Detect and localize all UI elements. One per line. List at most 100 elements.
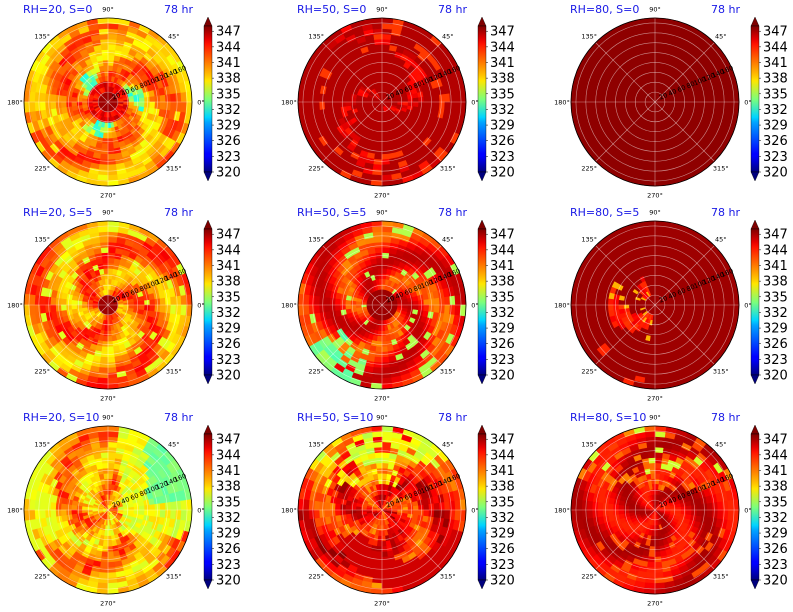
heatmap-cell xyxy=(99,361,109,369)
heatmap-cell xyxy=(647,43,656,51)
heatmap-cell xyxy=(107,267,114,275)
colorbar-tick-label: 329 xyxy=(490,322,515,337)
heatmap-cell xyxy=(107,241,117,249)
colorbar-min-arrow xyxy=(203,171,213,182)
heatmap-cell xyxy=(670,304,677,309)
heatmap-cell xyxy=(680,101,687,107)
colorbar-tick-label: 338 xyxy=(216,72,241,87)
heatmap-cell xyxy=(654,278,659,285)
colorbar-tick-label: 326 xyxy=(216,134,241,149)
heatmap-cell xyxy=(334,304,341,312)
angular-gridline xyxy=(107,101,168,162)
heatmap-cell xyxy=(575,101,583,113)
heatmap-cell xyxy=(628,98,635,103)
heatmap-cell xyxy=(381,22,393,30)
heatmap-cell xyxy=(381,38,391,46)
angular-tick-label: 315° xyxy=(166,164,182,172)
angular-tick-label: 45° xyxy=(715,236,727,244)
heatmap-cell xyxy=(379,112,383,119)
heatmap-cell xyxy=(98,236,109,243)
heatmap-cell xyxy=(706,297,714,306)
angular-tick-label: 0° xyxy=(744,99,751,107)
heatmap-cell xyxy=(717,295,724,306)
colorbar-tick-label: 338 xyxy=(490,72,515,87)
angular-tick-label: 270° xyxy=(100,192,116,200)
heatmap-cell xyxy=(381,273,387,280)
heatmap-cell xyxy=(377,330,383,337)
heatmap-cell xyxy=(651,117,656,124)
heatmap-cell xyxy=(696,101,703,109)
colorbar-tick-label: 338 xyxy=(763,275,788,290)
heatmap-cell xyxy=(381,143,389,150)
heatmap-cell xyxy=(334,298,341,306)
heatmap-cell xyxy=(586,101,593,112)
polar-grid xyxy=(298,18,466,186)
heatmap-cell xyxy=(596,297,604,306)
heatmap-cell xyxy=(97,174,109,182)
heatmap-cell xyxy=(381,288,385,295)
polar-grid xyxy=(298,221,466,389)
colorbar-tick-label: 338 xyxy=(216,275,241,290)
heatmap-cell xyxy=(107,22,119,30)
heatmap-cell xyxy=(412,101,420,108)
heatmap-cell xyxy=(650,127,656,134)
heatmap-cell xyxy=(107,246,116,254)
heatmap-cell xyxy=(381,43,390,51)
radial-tick-label: 60 xyxy=(129,84,140,95)
colorbar-max-arrow xyxy=(203,16,213,27)
angular-tick-label: 225° xyxy=(34,164,50,172)
heatmap-cell xyxy=(717,304,724,315)
heatmap-cell xyxy=(654,43,663,51)
colorbar-tick-label: 320 xyxy=(216,369,241,384)
colorbar-tick-label: 323 xyxy=(490,150,515,165)
heatmap-cell xyxy=(392,304,399,308)
heatmap-cell xyxy=(373,158,383,166)
heatmap-cell xyxy=(654,64,661,72)
heatmap-cell xyxy=(149,95,156,103)
panel-title-right: 78 hr xyxy=(711,3,740,16)
colorbar-tick-label: 323 xyxy=(763,150,788,165)
heatmap-cell xyxy=(654,174,666,182)
heatmap-cell xyxy=(645,33,656,40)
heatmap-cell xyxy=(323,297,331,306)
heatmap-cell xyxy=(444,101,451,112)
colorbar-tick-label: 341 xyxy=(763,259,788,274)
heatmap-cell xyxy=(648,143,656,150)
heatmap-cell xyxy=(107,288,111,295)
heatmap-cell xyxy=(376,335,383,343)
colorbar-tick-label: 344 xyxy=(216,243,241,258)
heatmap-cell xyxy=(373,241,383,249)
heatmap-cell xyxy=(381,346,389,353)
heatmap-cell xyxy=(123,304,130,309)
heatmap-cell xyxy=(647,153,656,161)
heatmap-cell xyxy=(717,101,724,112)
heatmap-cell xyxy=(374,153,383,161)
heatmap-cell xyxy=(118,101,125,105)
heatmap-cell xyxy=(651,122,656,129)
heatmap-cell xyxy=(381,257,389,264)
heatmap-cell xyxy=(654,367,665,374)
heatmap-cell xyxy=(623,300,630,306)
heatmap-cell xyxy=(170,101,177,112)
heatmap-cell xyxy=(365,99,372,103)
heatmap-cell xyxy=(97,22,109,30)
heatmap-cell xyxy=(650,330,656,337)
heatmap-cell xyxy=(381,283,386,290)
angular-tick-label: 180° xyxy=(281,302,297,310)
angular-tick-label: 0° xyxy=(744,302,751,310)
colorbar-tick-label: 338 xyxy=(490,275,515,290)
heatmap-cell xyxy=(70,299,78,306)
heatmap-cell xyxy=(60,298,67,306)
heatmap-cell xyxy=(377,127,383,134)
heatmap-cell xyxy=(575,91,583,103)
angular-tick-label: 45° xyxy=(442,236,454,244)
heatmap-cell xyxy=(591,296,599,306)
heatmap-cell xyxy=(381,225,393,233)
heatmap-cell xyxy=(654,158,664,166)
heatmap-cell xyxy=(360,301,367,306)
colorbar-tick-label: 329 xyxy=(763,322,788,337)
heatmap-cell xyxy=(128,304,135,309)
heatmap-cell xyxy=(711,296,719,306)
colorbar-tick-label: 335 xyxy=(763,290,788,305)
heatmap-cell xyxy=(49,297,57,306)
